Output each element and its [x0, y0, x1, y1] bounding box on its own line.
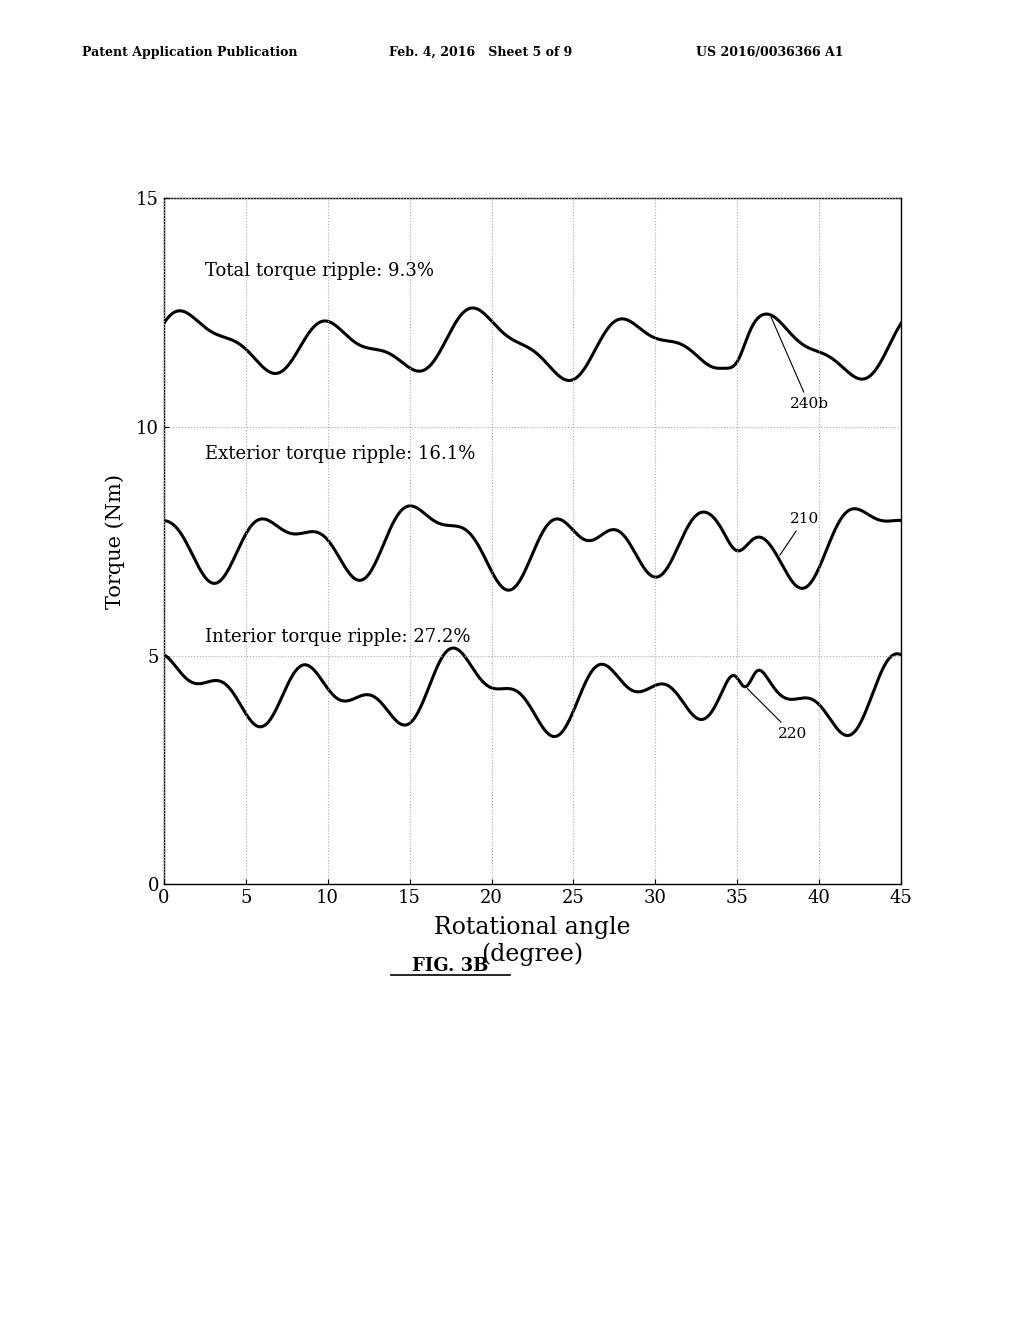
Text: 210: 210: [780, 512, 819, 556]
Text: 240b: 240b: [771, 317, 828, 412]
Y-axis label: Torque (Nm): Torque (Nm): [105, 474, 125, 609]
Text: FIG. 3B: FIG. 3B: [413, 957, 488, 975]
Text: Feb. 4, 2016   Sheet 5 of 9: Feb. 4, 2016 Sheet 5 of 9: [389, 46, 572, 59]
Text: Exterior torque ripple: 16.1%: Exterior torque ripple: 16.1%: [205, 445, 475, 463]
Text: Interior torque ripple: 27.2%: Interior torque ripple: 27.2%: [205, 628, 470, 647]
Text: Total torque ripple: 9.3%: Total torque ripple: 9.3%: [205, 263, 434, 280]
Text: US 2016/0036366 A1: US 2016/0036366 A1: [696, 46, 844, 59]
Text: Patent Application Publication: Patent Application Publication: [82, 46, 297, 59]
X-axis label: Rotational angle
(degree): Rotational angle (degree): [434, 916, 631, 966]
Text: 220: 220: [748, 689, 808, 741]
